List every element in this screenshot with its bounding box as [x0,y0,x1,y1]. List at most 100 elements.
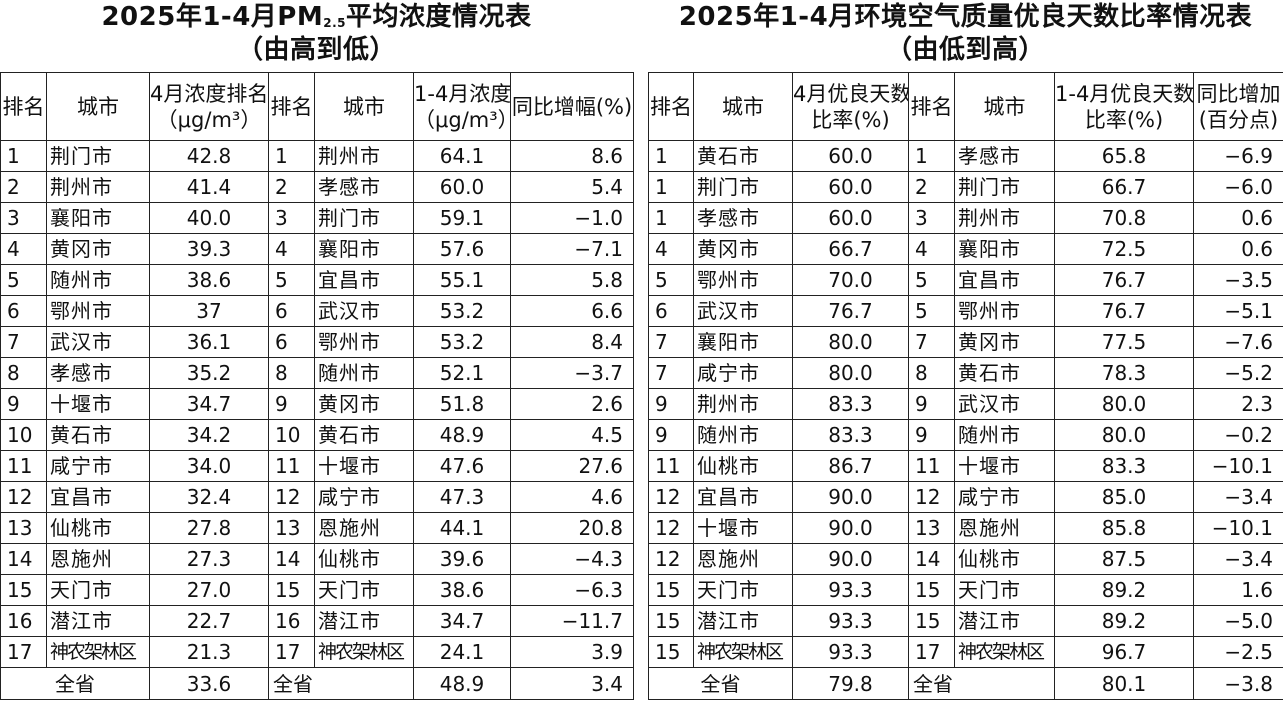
pm25-table-row: 9 十堰市 34.7 9 黄冈市 51.8 2.6 [0,388,634,420]
aq-cell-value-ytd: 85.8 [1054,512,1194,544]
aq-cell-rank-ytd: 5 [908,295,955,327]
pm25-header-rank-ytd: 排名 [268,72,315,141]
pm25-cell-yoy-change: −4.3 [510,543,634,575]
pm25-cell-rank-april: 12 [0,481,47,513]
aq-cell-yoy-change: −6.0 [1193,171,1283,203]
pm25-cell-value-april: 35.2 [149,357,269,389]
aq-cell-city-ytd: 潜江市 [954,605,1055,637]
pm25-total-april-value: 33.6 [149,667,269,700]
pm25-cell-value-ytd: 48.9 [413,419,511,451]
pm25-cell-rank-ytd: 17 [268,636,315,668]
aq-cell-rank-april: 15 [648,605,694,637]
pm25-total-label-ytd: 全省 [268,667,414,700]
aq-cell-value-april: 93.3 [792,636,909,668]
aq-cell-value-ytd: 89.2 [1054,574,1194,606]
pm25-cell-value-april: 40.0 [149,202,269,234]
pm25-table-row: 2 荆州市 41.4 2 孝感市 60.0 5.4 [0,171,634,203]
pm25-cell-value-ytd: 44.1 [413,512,511,544]
aq-header-april-rate: 4月优良天数 比率(%) [792,72,909,141]
aq-cell-value-ytd: 96.7 [1054,636,1194,668]
aq-header-ytd-line2: 比率(%) [1084,107,1164,132]
pm25-cell-city-april: 荆门市 [46,140,150,172]
aq-cell-value-ytd: 76.7 [1054,295,1194,327]
pm25-cell-rank-ytd: 6 [268,326,315,358]
aq-table-row: 7 咸宁市 80.0 8 黄石市 78.3 −5.2 [648,357,1283,389]
aq-header-april-line2: 比率(%) [811,107,890,132]
pm25-cell-rank-april: 6 [0,295,47,327]
aq-cell-yoy-change: 1.6 [1193,574,1283,606]
pm25-table-row: 5 随州市 38.6 5 宜昌市 55.1 5.8 [0,264,634,296]
aq-cell-rank-ytd: 17 [908,636,955,668]
pm25-header-yoy-change: 同比增幅(%) [510,72,634,141]
pm25-cell-value-ytd: 64.1 [413,140,511,172]
aq-table-row: 15 潜江市 93.3 15 潜江市 89.2 −5.0 [648,605,1283,637]
pm25-cell-rank-april: 7 [0,326,47,358]
pm25-cell-rank-ytd: 2 [268,171,315,203]
aq-cell-city-ytd: 孝感市 [954,140,1055,172]
pm25-cell-city-april: 神农架林区 [46,636,150,668]
aq-cell-city-april: 孝感市 [693,202,793,234]
aq-cell-rank-april: 12 [648,543,694,575]
pm25-cell-city-april: 襄阳市 [46,202,150,234]
pm25-cell-rank-april: 4 [0,233,47,265]
pm25-header-row: 排名 城市 4月浓度排名 （μg/m³） 排名 城市 1-4月浓度 （μg/m³… [0,72,634,141]
pm25-cell-city-april: 黄冈市 [46,233,150,265]
aq-total-label-april: 全省 [648,667,793,700]
aq-cell-city-ytd: 鄂州市 [954,295,1055,327]
pm25-cell-city-april: 黄石市 [46,419,150,451]
pm25-cell-city-ytd: 孝感市 [314,171,414,203]
pm25-cell-city-ytd: 恩施州 [314,512,414,544]
pm25-cell-value-april: 32.4 [149,481,269,513]
pm25-total-label-april: 全省 [0,667,150,700]
pm25-title-tail: 平均浓度情况表 [346,2,532,32]
pm25-cell-city-ytd: 黄石市 [314,419,414,451]
aq-total-label-ytd: 全省 [908,667,1055,700]
aq-table-row: 15 天门市 93.3 15 天门市 89.2 1.6 [648,574,1283,606]
pm25-cell-value-april: 21.3 [149,636,269,668]
aq-table-row: 1 孝感市 60.0 3 荆州市 70.8 0.6 [648,202,1283,234]
aq-cell-city-april: 宜昌市 [693,481,793,513]
pm25-cell-value-april: 39.3 [149,233,269,265]
pm25-cell-rank-april: 2 [0,171,47,203]
aq-cell-city-april: 恩施州 [693,543,793,575]
pm25-cell-city-ytd: 仙桃市 [314,543,414,575]
aq-table-row: 9 荆州市 83.3 9 武汉市 80.0 2.3 [648,388,1283,420]
pm25-cell-rank-ytd: 1 [268,140,315,172]
aq-cell-rank-april: 7 [648,326,694,358]
pm25-table-row: 17 神农架林区 21.3 17 神农架林区 24.1 3.9 [0,636,634,668]
pm25-cell-value-april: 27.8 [149,512,269,544]
aq-cell-value-april: 83.3 [792,419,909,451]
air-quality-title-order: （由低到高） [885,35,1045,65]
aq-table-row: 9 随州市 83.3 9 随州市 80.0 −0.2 [648,419,1283,451]
aq-cell-rank-ytd: 12 [908,481,955,513]
aq-table-row: 1 黄石市 60.0 1 孝感市 65.8 −6.9 [648,140,1283,172]
aq-header-change-line1: 同比增加 [1196,81,1281,106]
pm25-cell-yoy-change: −6.3 [510,574,634,606]
aq-cell-city-ytd: 武汉市 [954,388,1055,420]
aq-cell-yoy-change: −3.4 [1193,543,1283,575]
air-quality-table: 排名 城市 4月优良天数 比率(%) 排名 城市 1-4月优良天数 比率(%) … [648,72,1283,700]
aq-cell-rank-ytd: 5 [908,264,955,296]
aq-cell-rank-ytd: 11 [908,450,955,482]
aq-cell-city-april: 神农架林区 [693,636,793,668]
aq-total-april-value: 79.8 [792,667,909,700]
pm25-header-ytd-concentration: 1-4月浓度 （μg/m³） [413,72,511,141]
aq-cell-city-april: 咸宁市 [693,357,793,389]
aq-cell-city-april: 十堰市 [693,512,793,544]
pm25-cell-city-april: 十堰市 [46,388,150,420]
aq-cell-value-ytd: 80.0 [1054,388,1194,420]
pm25-cell-value-ytd: 57.6 [413,233,511,265]
aq-cell-yoy-change: 0.6 [1193,233,1283,265]
aq-cell-city-ytd: 黄冈市 [954,326,1055,358]
aq-cell-yoy-change: −3.5 [1193,264,1283,296]
aq-cell-value-april: 76.7 [792,295,909,327]
pm25-cell-city-ytd: 襄阳市 [314,233,414,265]
aq-cell-yoy-change: −6.9 [1193,140,1283,172]
pm25-cell-rank-april: 9 [0,388,47,420]
aq-cell-value-april: 93.3 [792,605,909,637]
aq-cell-rank-april: 15 [648,574,694,606]
aq-cell-rank-april: 1 [648,171,694,203]
aq-cell-rank-april: 15 [648,636,694,668]
aq-table-row: 11 仙桃市 86.7 11 十堰市 83.3 −10.1 [648,450,1283,482]
aq-cell-yoy-change: −10.1 [1193,450,1283,482]
